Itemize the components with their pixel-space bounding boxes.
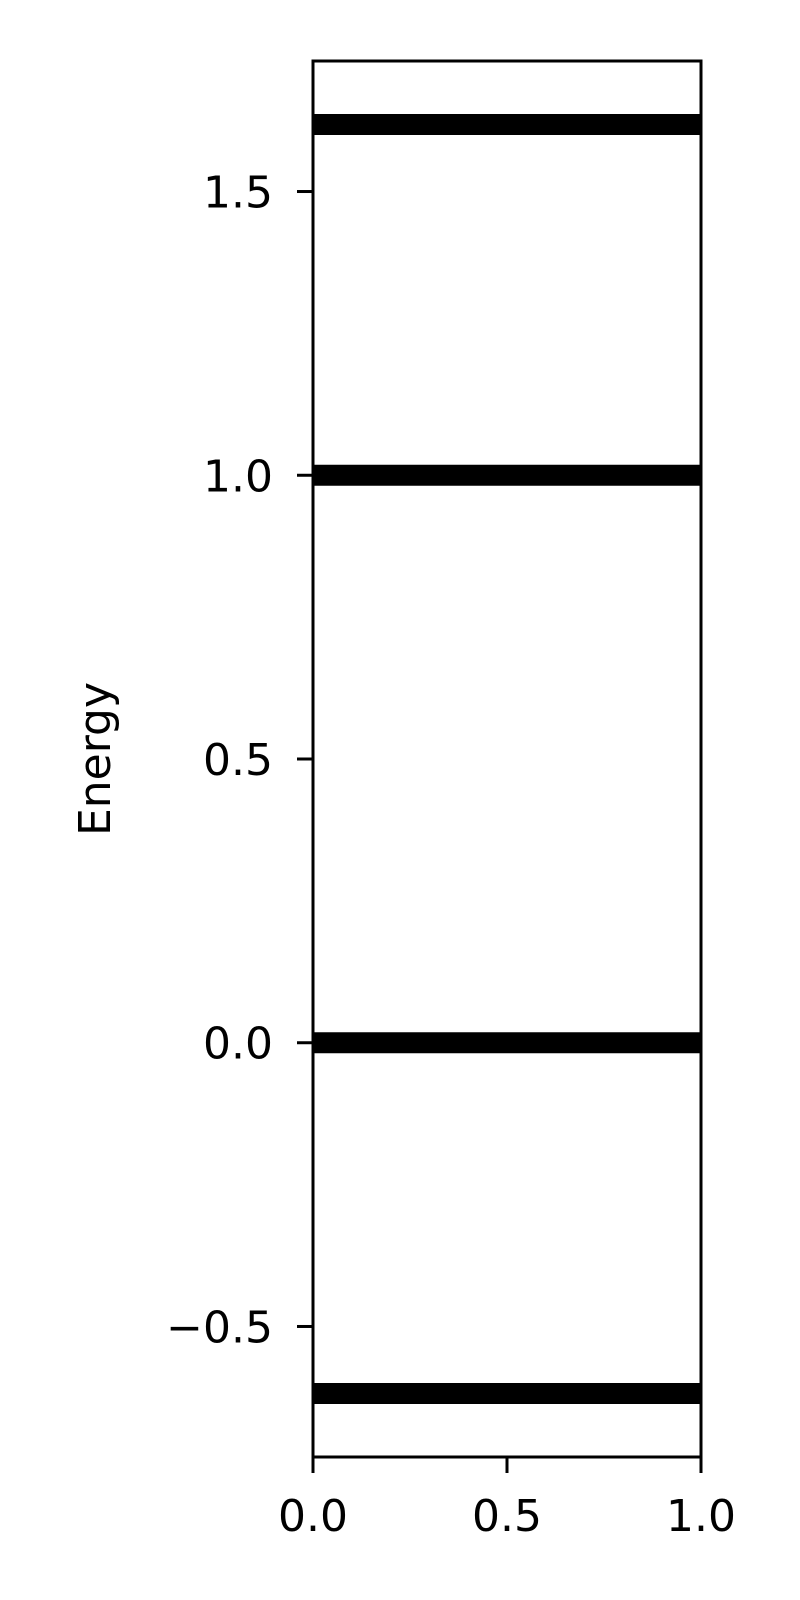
plot-frame bbox=[311, 59, 703, 1459]
y-tick-label: 0.5 bbox=[203, 735, 273, 786]
y-tick-label: 1.0 bbox=[203, 451, 273, 502]
y-tick-label: 0.0 bbox=[203, 1019, 273, 1070]
energy-levels bbox=[313, 114, 701, 1404]
x-tick-label: 1.0 bbox=[666, 1491, 736, 1542]
y-axis: −0.5 0.0 0.5 1.0 1.5 bbox=[166, 168, 313, 1353]
y-tick-label: 1.5 bbox=[203, 168, 273, 219]
x-tick-label: 0.0 bbox=[278, 1491, 348, 1542]
x-axis: 0.0 0.5 1.0 bbox=[278, 1457, 736, 1542]
y-axis-label: Energy bbox=[70, 682, 121, 836]
y-tick-label: −0.5 bbox=[166, 1302, 273, 1353]
x-tick-label: 0.5 bbox=[472, 1491, 542, 1542]
